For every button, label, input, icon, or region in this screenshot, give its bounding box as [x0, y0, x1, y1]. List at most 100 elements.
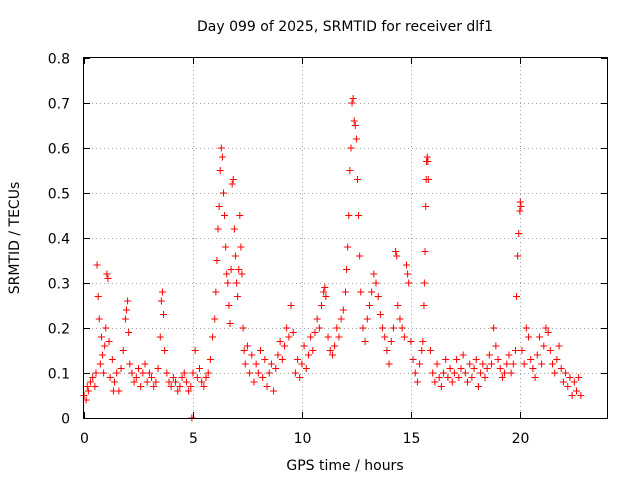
data-point [99, 351, 107, 359]
data-point [446, 365, 454, 372]
data-point [246, 369, 254, 377]
data-point [291, 369, 299, 377]
data-point [522, 324, 530, 332]
data-point [161, 347, 169, 354]
data-point [128, 369, 136, 377]
data-point [215, 203, 223, 210]
data-point [416, 360, 424, 368]
data-point [549, 360, 557, 368]
data-point [204, 369, 212, 377]
data-point [172, 378, 180, 386]
x-tick-label: 0 [80, 431, 89, 447]
data-point [115, 387, 123, 395]
data-point [359, 324, 367, 332]
data-point [509, 360, 517, 368]
data-point [337, 315, 345, 323]
data-point [193, 374, 201, 381]
data-point [261, 356, 269, 363]
data-point [501, 369, 509, 377]
data-point [385, 360, 393, 368]
data-point [331, 342, 339, 350]
data-point [409, 356, 417, 363]
data-point [405, 279, 413, 287]
data-point [103, 270, 111, 278]
x-tick-label: 20 [512, 431, 530, 447]
data-point [503, 360, 511, 368]
y-tick-label: 0.2 [48, 322, 70, 338]
data-point [274, 351, 282, 359]
data-point [353, 176, 361, 183]
data-point [350, 117, 358, 125]
data-point [137, 383, 145, 390]
data-point [100, 369, 108, 377]
data-point [225, 302, 233, 309]
data-point [233, 279, 241, 287]
data-point [212, 288, 220, 296]
data-point [557, 365, 565, 372]
data-point [517, 203, 525, 210]
data-point [437, 383, 445, 390]
data-point [154, 365, 162, 372]
data-point [125, 329, 133, 336]
data-point [165, 378, 173, 386]
data-point [272, 365, 280, 372]
data-point [185, 387, 193, 395]
data-point [564, 383, 572, 390]
y-tick-labels: 0 0.1 0.2 0.3 0.4 0.5 0.6 0.7 0.8 [48, 52, 70, 428]
data-point [555, 342, 563, 350]
data-point [535, 333, 543, 341]
plot-frame [83, 57, 608, 419]
data-point [418, 347, 426, 354]
data-point [477, 369, 485, 377]
data-point [105, 338, 113, 345]
data-point [236, 212, 244, 219]
x-axis-label: GPS time / hours [286, 458, 403, 474]
data-point [440, 369, 448, 377]
data-point [252, 360, 260, 368]
data-point [551, 369, 559, 377]
data-point [320, 288, 328, 296]
data-point [389, 324, 397, 332]
data-point [393, 252, 401, 260]
data-point [248, 351, 256, 359]
data-point [211, 315, 219, 323]
data-point [429, 369, 437, 377]
data-point [531, 374, 539, 381]
data-point [538, 360, 546, 368]
data-point [577, 392, 585, 399]
data-point [187, 383, 195, 390]
data-point [226, 320, 234, 327]
data-point [511, 347, 519, 354]
data-point [351, 122, 359, 129]
data-point [167, 383, 175, 390]
data-point [533, 351, 541, 359]
data-point [420, 279, 428, 287]
data-point [119, 347, 127, 354]
data-point [513, 293, 521, 300]
data-point [124, 297, 132, 305]
data-point [411, 369, 419, 377]
data-point [102, 324, 110, 332]
data-point [122, 306, 130, 314]
data-point [559, 378, 567, 386]
y-tick-label: 0.7 [48, 97, 70, 113]
data-point [413, 378, 421, 386]
data-point [270, 387, 278, 395]
data-point [267, 360, 275, 368]
data-point [139, 369, 147, 377]
data-point [300, 342, 308, 350]
data-point [241, 360, 249, 368]
data-point [568, 392, 576, 399]
y-tick-label: 0 [61, 412, 70, 428]
data-point [180, 369, 188, 377]
data-point [91, 383, 99, 390]
data-point [202, 374, 210, 381]
data-point [450, 369, 458, 377]
data-point [280, 342, 288, 350]
data-point [422, 203, 430, 210]
data-point [95, 315, 103, 323]
data-point [365, 302, 373, 309]
y-tick-label: 0.8 [48, 52, 70, 68]
data-point [217, 144, 225, 152]
